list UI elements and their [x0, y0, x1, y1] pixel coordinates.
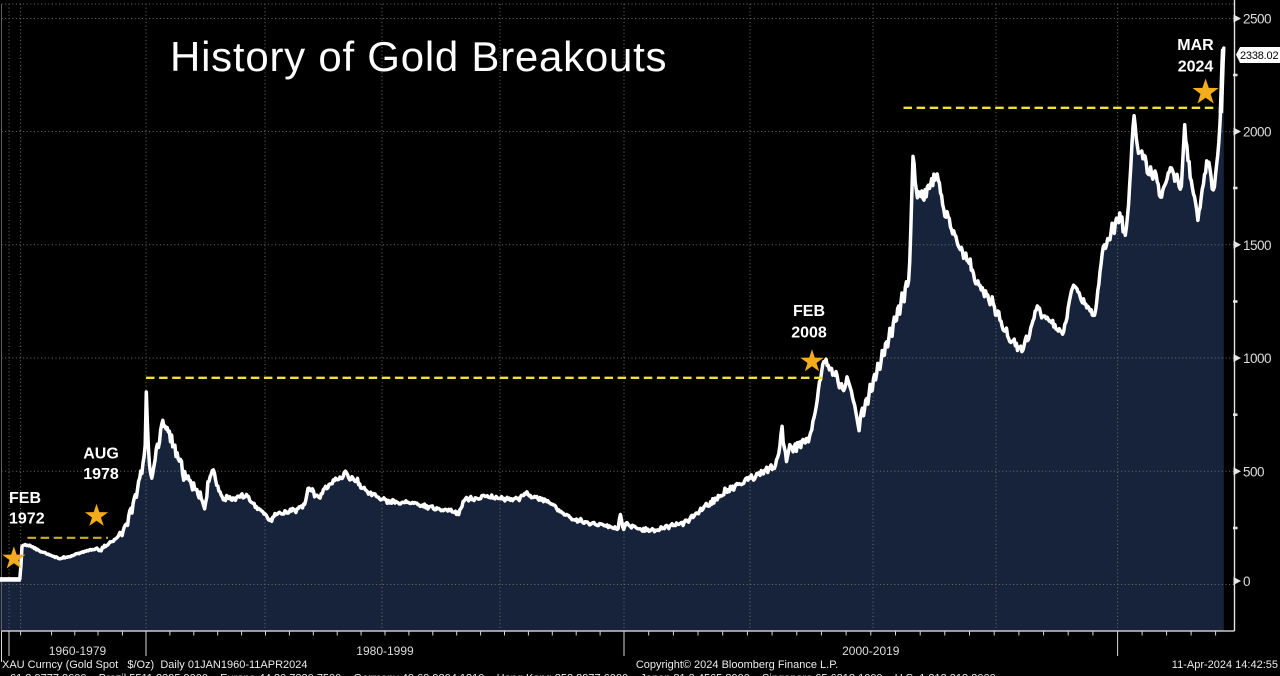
svg-text:1980-1999: 1980-1999 [356, 644, 414, 658]
svg-text:2000-2019: 2000-2019 [842, 644, 900, 658]
svg-text:2008: 2008 [791, 325, 827, 342]
svg-text:XAU Curncy (Gold Spot $/Oz): XAU Curncy (Gold Spot $/Oz) Daily 01JAN1… [2, 659, 308, 671]
svg-text:0: 0 [1243, 574, 1250, 589]
svg-text:MAR: MAR [1177, 37, 1214, 54]
svg-text:2000: 2000 [1243, 125, 1271, 140]
svg-text:FEB: FEB [793, 303, 825, 320]
svg-text:1972: 1972 [9, 511, 45, 528]
svg-text:1978: 1978 [83, 466, 119, 483]
svg-text:61 2 9777 8600 Brazil 5511: 61 2 9777 8600 Brazil 5511 2395 9000 Eur… [10, 673, 996, 676]
svg-text:1500: 1500 [1243, 238, 1271, 253]
svg-text:FEB: FEB [9, 490, 41, 507]
svg-text:1960-1979: 1960-1979 [49, 644, 107, 658]
svg-text:1000: 1000 [1243, 351, 1271, 366]
svg-text:2500: 2500 [1243, 12, 1271, 27]
svg-text:500: 500 [1243, 464, 1264, 479]
svg-text:2024: 2024 [1178, 59, 1214, 76]
svg-text:AUG: AUG [83, 446, 119, 463]
svg-text:Copyright© 2024 Bloomberg Fina: Copyright© 2024 Bloomberg Finance L.P. [636, 659, 838, 671]
svg-text:11-Apr-2024 14:42:55: 11-Apr-2024 14:42:55 [1172, 659, 1278, 671]
svg-text:2338.02: 2338.02 [1240, 50, 1278, 62]
